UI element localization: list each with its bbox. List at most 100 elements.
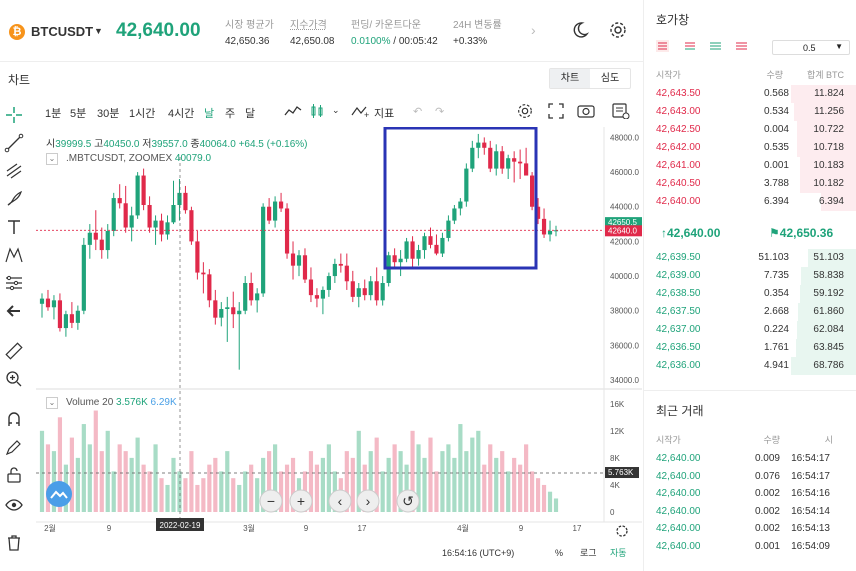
line-chart-icon[interactable]: [284, 104, 302, 118]
trade-price: 42,640.00: [656, 505, 701, 517]
view-both-icon[interactable]: [656, 40, 669, 52]
measure-lines-icon[interactable]: [4, 273, 24, 293]
pattern-icon[interactable]: [4, 245, 24, 265]
interval-5m[interactable]: 5분: [70, 108, 87, 120]
magnet-icon[interactable]: [4, 409, 24, 429]
interval-day[interactable]: 날: [204, 108, 215, 120]
ask-row[interactable]: 42,643.00 0.534 11.256: [644, 103, 856, 121]
camera-icon[interactable]: [577, 103, 595, 118]
change-value: +64.5 (+0.16%): [238, 139, 308, 150]
row-price: 42,642.00: [656, 142, 701, 153]
view-toggle: 차트 심도: [549, 68, 631, 89]
volume-bar: [428, 437, 433, 512]
volume-bar: [39, 430, 45, 512]
crosshair-icon[interactable]: [4, 105, 24, 125]
fib-icon[interactable]: [4, 161, 24, 181]
bid-row[interactable]: 42,639.00 7.735 58.838: [644, 267, 856, 285]
interval-1m[interactable]: 1분: [45, 108, 62, 120]
footer-option[interactable]: 로그: [580, 548, 597, 558]
ask-row[interactable]: 42,643.50 0.568 11.824: [644, 85, 856, 103]
trade-qty: 0.002: [754, 523, 780, 534]
gear-icon[interactable]: [608, 20, 628, 40]
candle-body: [153, 220, 158, 228]
pencil-lock-icon[interactable]: [4, 437, 24, 457]
interval-week[interactable]: 주: [225, 108, 236, 120]
zoom-out-button[interactable]: [259, 489, 283, 513]
recent-trades-title: 최근 거래: [656, 404, 704, 418]
volume-value-2: 6.29K: [150, 397, 177, 408]
footer-option[interactable]: 자동: [610, 548, 627, 558]
candle-body: [255, 293, 260, 301]
chart-canvas[interactable]: 48000.0 46000.0 44000.0 42000.0 40000.0 38000…: [36, 127, 642, 571]
ask-row[interactable]: 42,642.00 0.535 10.718: [644, 139, 856, 157]
eye-icon[interactable]: [4, 495, 24, 515]
index-price-stat[interactable]: 지수가격 42,650.08: [290, 16, 335, 47]
zoom-in-button[interactable]: [289, 489, 313, 513]
trendline-icon[interactable]: [4, 133, 24, 153]
footer-option[interactable]: %: [555, 548, 563, 558]
ruler-icon[interactable]: [4, 341, 24, 361]
price-step-select[interactable]: 0.5 ▼: [772, 40, 850, 55]
scroll-right-button[interactable]: [356, 489, 380, 513]
candle-body: [440, 237, 445, 254]
ask-row[interactable]: 42,640.50 3.788 10.182: [644, 175, 856, 193]
ask-row[interactable]: 42,642.50 0.004 10.722: [644, 121, 856, 139]
bid-row[interactable]: 42,636.50 1.761 63.845: [644, 339, 856, 357]
chevron-right-icon[interactable]: ›: [531, 22, 536, 38]
collapse-volume-icon[interactable]: ⌄: [46, 397, 58, 409]
time-tick-label: 17: [573, 524, 582, 533]
text-tool-icon[interactable]: [4, 217, 24, 237]
tab-chart[interactable]: 차트: [550, 69, 590, 88]
scroll-left-button[interactable]: [328, 489, 352, 513]
ask-row[interactable]: 42,640.00 6.394 6.394: [644, 193, 856, 211]
interval-1h[interactable]: 1시간: [129, 108, 156, 120]
trash-icon[interactable]: [4, 533, 24, 553]
depth-bar: [808, 249, 856, 267]
collapse-legend-icon[interactable]: ⌄: [46, 153, 58, 165]
moon-icon[interactable]: [570, 20, 590, 40]
layout-icon[interactable]: [612, 103, 630, 119]
unlock-icon[interactable]: [4, 465, 24, 485]
series-value: 40079.0: [174, 153, 212, 164]
redo-icon[interactable]: ↷: [435, 106, 445, 118]
axis-settings-icon[interactable]: [616, 525, 628, 537]
price-chart[interactable]: 시39999.5 고40450.0 저39557.0 종40064.0 +64.…: [36, 127, 642, 571]
volume-bar: [518, 464, 523, 512]
undo-icon[interactable]: ↶: [413, 106, 423, 118]
reset-button[interactable]: [396, 489, 420, 513]
candle-body: [380, 283, 385, 301]
depth-bar: [797, 121, 856, 139]
caret-down-icon[interactable]: ▼: [94, 26, 103, 36]
interval-4h[interactable]: 4시간: [168, 108, 195, 120]
ask-row[interactable]: 42,641.00 0.001 10.183: [644, 157, 856, 175]
indicator-button[interactable]: 지표: [374, 108, 395, 120]
bid-row[interactable]: 42,638.50 0.354 59.192: [644, 285, 856, 303]
volume-bar: [273, 444, 278, 512]
view-bids-asks-icon[interactable]: [685, 42, 695, 50]
symbol-selector[interactable]: BTCUSDT: [31, 24, 94, 39]
settings-icon[interactable]: [516, 102, 534, 120]
interval-30m[interactable]: 30분: [97, 108, 120, 120]
tab-depth[interactable]: 심도: [600, 73, 620, 84]
row-price: 42,641.00: [656, 160, 701, 171]
view-asks-icon[interactable]: [736, 42, 747, 50]
zoom-in-icon[interactable]: [4, 369, 24, 389]
row-total: 6.394: [818, 196, 844, 207]
bid-row[interactable]: 42,636.00 4.941 68.786: [644, 357, 856, 375]
view-bids-icon[interactable]: [710, 42, 721, 50]
bid-row[interactable]: 42,639.50 51.103 51.103: [644, 249, 856, 267]
indicator-icon[interactable]: +: [351, 103, 371, 119]
chevron-down-icon[interactable]: ⌄: [332, 105, 340, 115]
brush-icon[interactable]: [4, 189, 24, 209]
bid-row[interactable]: 42,637.00 0.224 62.084: [644, 321, 856, 339]
volume-bar: [446, 444, 451, 512]
fullscreen-icon[interactable]: [548, 103, 564, 119]
interval-month[interactable]: 달: [245, 108, 256, 120]
mountain-icon: [50, 490, 68, 499]
arrow-left-icon[interactable]: [4, 301, 24, 321]
row-total: 51.103: [813, 252, 844, 263]
candle-body: [362, 288, 367, 296]
bid-row[interactable]: 42,637.50 2.668 61.860: [644, 303, 856, 321]
candles-icon[interactable]: [310, 103, 324, 119]
trade-time: 16:54:14: [791, 505, 830, 517]
